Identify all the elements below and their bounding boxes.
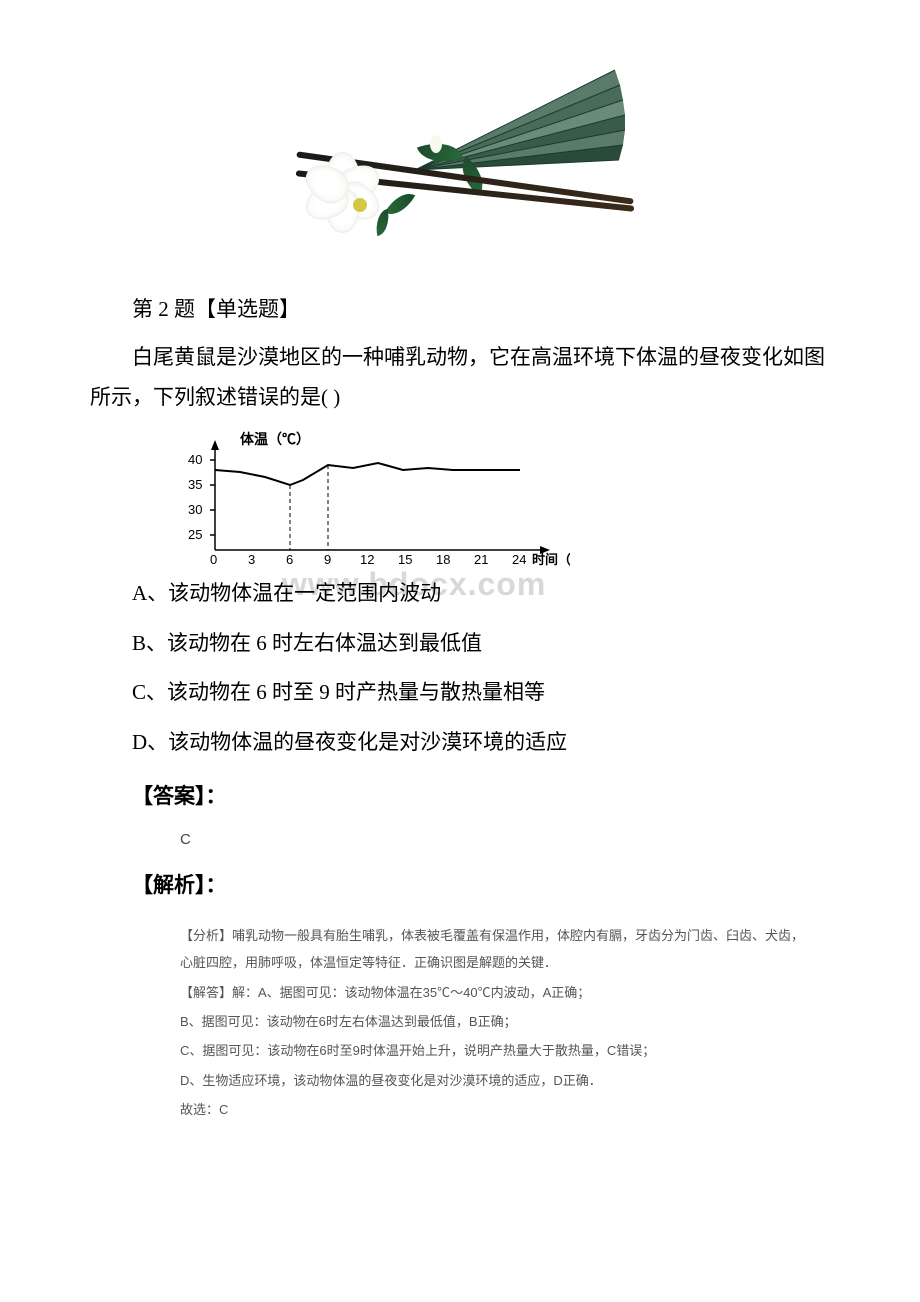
answer-label: 【答案】： — [90, 777, 830, 817]
chart-xtick: 0 — [210, 552, 217, 567]
analysis-line: 【分析】哺乳动物一般具有胎生哺乳，体表被毛覆盖有保温作用，体腔内有膈，牙齿分为门… — [180, 922, 810, 977]
analysis-content: 【分析】哺乳动物一般具有胎生哺乳，体表被毛覆盖有保温作用，体腔内有膈，牙齿分为门… — [180, 922, 810, 1123]
chart-xlabel: 时间（时） — [532, 552, 570, 567]
decorative-flower-fan-image — [275, 40, 645, 260]
chart-xtick: 24 — [512, 552, 526, 567]
chart-ytick: 25 — [188, 527, 202, 542]
analysis-line: D、生物适应环境，该动物体温的昼夜变化是对沙漠环境的适应，D正确． — [180, 1067, 810, 1094]
chart-ytick: 40 — [188, 452, 202, 467]
option-c: C、该动物在 6 时至 9 时产热量与散热量相等 — [90, 673, 830, 713]
bud-graphic — [430, 135, 442, 153]
answer-value: C — [180, 831, 830, 848]
option-b: B、该动物在 6 时左右体温达到最低值 — [90, 624, 830, 664]
chart-ytick: 35 — [188, 477, 202, 492]
option-a: www.bdocx.com A、该动物体温在一定范围内波动 — [90, 574, 830, 614]
question-number-header: 第 2 题【单选题】 — [90, 290, 830, 330]
question-stem-text: 白尾黄鼠是沙漠地区的一种哺乳动物，它在高温环境下体温的昼夜变化如图所示，下列叙述… — [90, 338, 830, 418]
chart-ylabel: 体温（℃） — [240, 431, 310, 448]
chart-ytick: 30 — [188, 502, 202, 517]
chart-xtick: 15 — [398, 552, 412, 567]
analysis-line: C、据图可见：该动物在6时至9时体温开始上升，说明产热量大于散热量，C错误； — [180, 1037, 810, 1064]
analysis-line: 故选：C — [180, 1096, 810, 1123]
analysis-line: 【解答】解：A、据图可见：该动物体温在35℃～40℃内波动，A正确； — [180, 979, 810, 1006]
analysis-label: 【解析】： — [90, 866, 830, 906]
option-a-text: A、该动物体温在一定范围内波动 — [132, 581, 441, 605]
chart-xtick: 6 — [286, 552, 293, 567]
chart-xtick: 3 — [248, 552, 255, 567]
chart-xtick: 18 — [436, 552, 450, 567]
chart-xtick: 9 — [324, 552, 331, 567]
analysis-line: B、据图可见：该动物在6时左右体温达到最低值，B正确； — [180, 1008, 810, 1035]
chart-xtick: 12 — [360, 552, 374, 567]
option-d: D、该动物体温的昼夜变化是对沙漠环境的适应 — [90, 723, 830, 763]
temperature-chart: 体温（℃） 40 35 30 25 0 3 6 9 12 15 18 21 24… — [180, 430, 570, 570]
chart-xtick: 21 — [474, 552, 488, 567]
